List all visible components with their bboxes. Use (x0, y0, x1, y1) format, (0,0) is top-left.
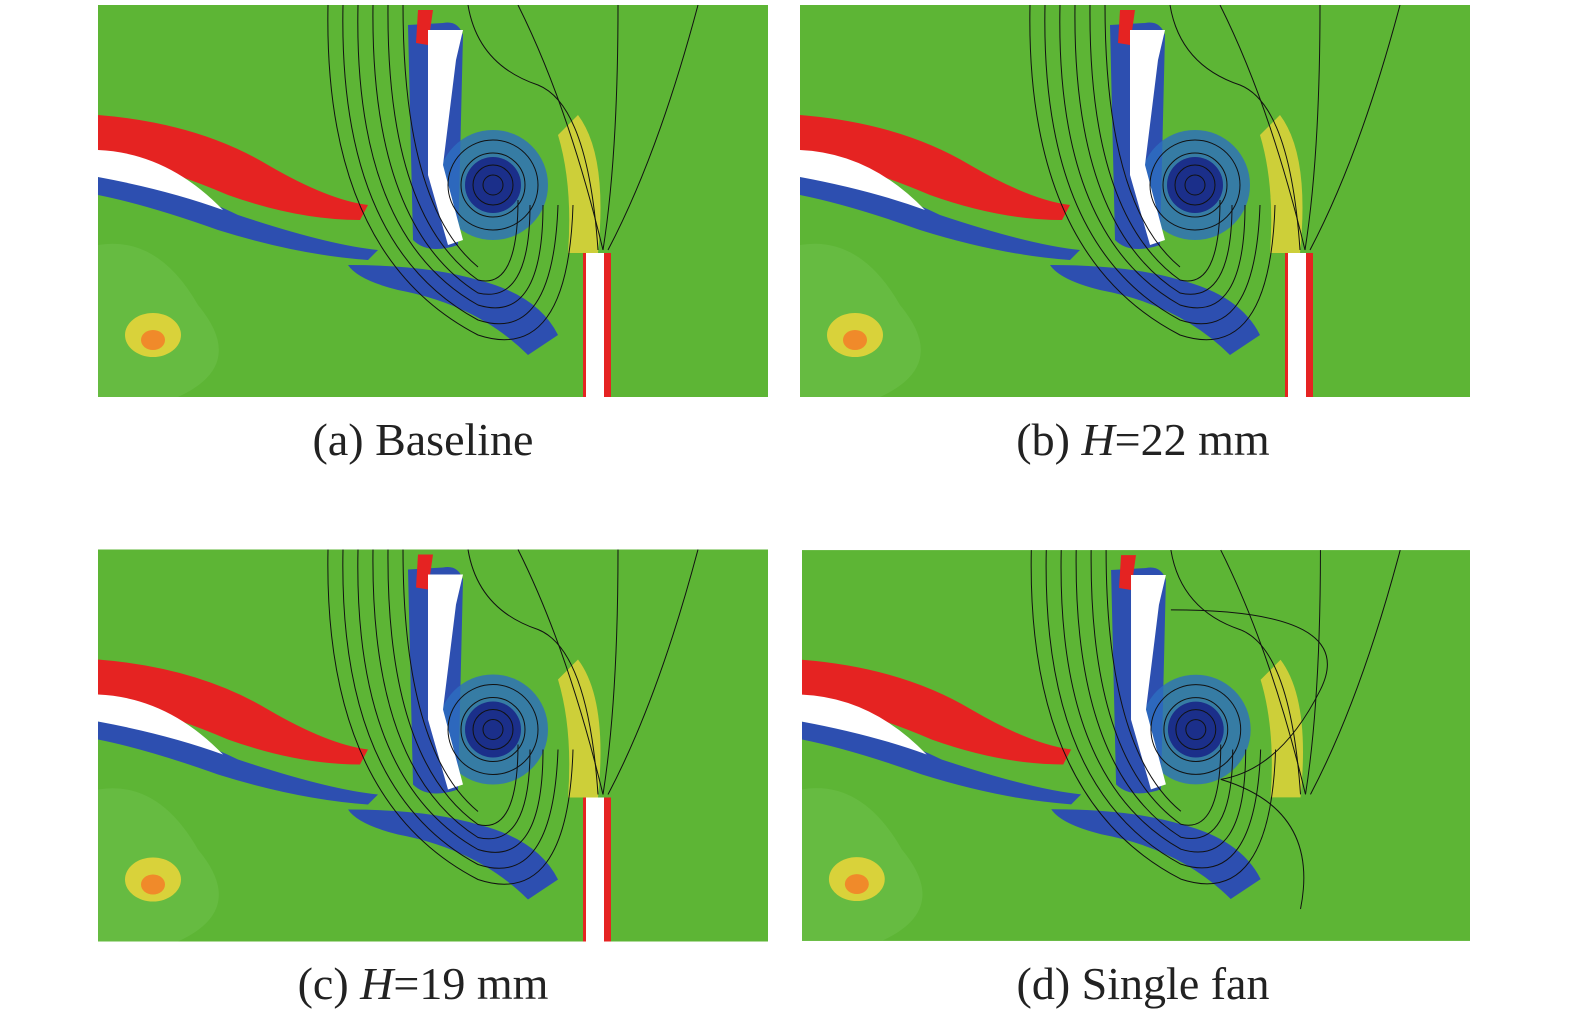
caption-label: (c) (298, 958, 349, 1009)
panel-b-image (800, 5, 1470, 397)
caption-text: Baseline (375, 414, 533, 465)
caption: (d) Single fan (1017, 958, 1270, 1009)
caption: (b) H=22 mm (1016, 414, 1270, 465)
caption: (a) Baseline (313, 414, 534, 465)
caption: (c) H=19 mm (298, 958, 549, 1009)
caption-text: =19 mm (393, 958, 548, 1009)
caption-variable: H (1080, 414, 1117, 465)
panel-d-image (802, 549, 1470, 942)
panel-c-image (98, 549, 768, 942)
caption-label: (d) (1017, 958, 1071, 1009)
caption-variable: H (359, 958, 396, 1009)
caption-text: Single fan (1082, 958, 1270, 1009)
caption-text: =22 mm (1115, 414, 1270, 465)
caption-label: (b) (1016, 414, 1070, 465)
panel-a-image (98, 5, 768, 397)
caption-label: (a) (313, 414, 364, 465)
